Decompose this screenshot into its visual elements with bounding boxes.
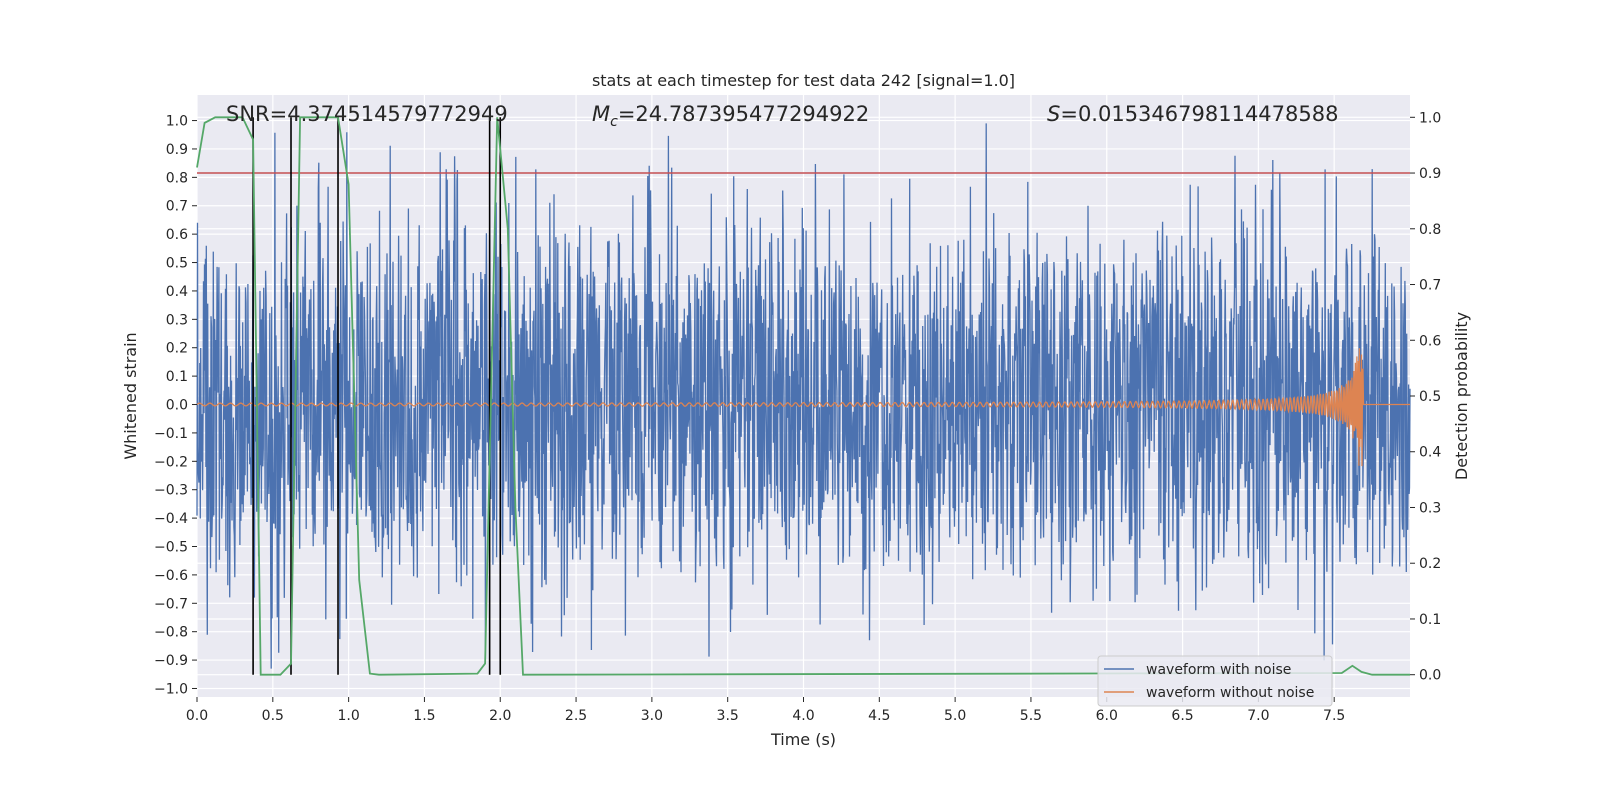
x-tick-label: 1.0 (337, 708, 359, 724)
y-right-tick-label: 1.0 (1419, 110, 1441, 126)
y-axis-left-ticks: 1.0 0.9 0.8 0.7 0.6 0.5 0.4 0.3 0.2 0.1 0.0 −0.1 −0.… (154, 114, 197, 697)
y-left-tick-label: 0.0 (166, 398, 188, 414)
y-left-tick-label: −0.8 (154, 625, 188, 641)
y-right-tick-label: 0.7 (1419, 278, 1441, 294)
y-left-tick-label: −1.0 (154, 681, 188, 697)
y-left-tick-label: 0.4 (166, 284, 188, 300)
y-left-tick-label: −0.7 (154, 596, 188, 612)
legend-box (1097, 655, 1333, 707)
x-tick-label: 2.5 (565, 708, 587, 724)
y-right-tick-label: 0.0 (1419, 668, 1441, 684)
legend-entry-noise: waveform with noise (1146, 662, 1291, 678)
x-tick-label: 5.0 (944, 708, 966, 724)
x-tick-label: 6.0 (1096, 708, 1118, 724)
y-left-tick-label: 1.0 (166, 114, 188, 130)
y-right-tick-label: 0.5 (1419, 389, 1441, 405)
x-axis-label: Time (s) (770, 730, 836, 749)
y-axis-right-label: Detection probability (1452, 312, 1471, 480)
mc-symbol: M (592, 102, 610, 126)
x-tick-label: 4.0 (792, 708, 814, 724)
y-axis-left-label: Whitened strain (121, 332, 140, 459)
y-left-tick-label: 0.3 (166, 312, 188, 328)
y-left-tick-label: −0.2 (154, 454, 188, 470)
series-waveform-without-noise (196, 348, 1410, 467)
x-tick-label: 5.5 (1020, 708, 1042, 724)
y-right-tick-label: 0.3 (1419, 500, 1441, 516)
y-left-tick-label: 0.7 (166, 199, 188, 215)
x-tick-label: 1.5 (413, 708, 435, 724)
x-axis-ticks: 0.0 0.5 1.0 1.5 2.0 2.5 3.0 3.5 4.0 4.5 5.0 5.5 6.0 6… (186, 697, 1345, 724)
s-value: =0.015346798114478588 (1060, 102, 1338, 126)
snr-annotation: SNR=4.374514579772949 (226, 102, 508, 126)
x-tick-label: 0.0 (186, 708, 208, 724)
s-annotation: S=0.015346798114478588 (1047, 102, 1338, 126)
x-tick-label: 0.5 (262, 708, 284, 724)
y-right-tick-label: 0.6 (1419, 333, 1441, 349)
y-right-tick-label: 0.4 (1419, 445, 1441, 461)
y-right-tick-label: 0.1 (1419, 612, 1441, 628)
x-tick-label: 3.5 (717, 708, 739, 724)
y-left-tick-label: 0.6 (166, 227, 188, 243)
y-left-tick-label: −0.9 (154, 653, 188, 669)
y-left-tick-label: 0.5 (166, 256, 188, 272)
legend: waveform with noise waveform without noi… (1097, 655, 1333, 707)
y-left-tick-label: −0.5 (154, 540, 188, 556)
chart-title: stats at each timestep for test data 242… (592, 71, 1015, 90)
x-tick-label: 7.5 (1323, 708, 1345, 724)
y-left-tick-label: −0.4 (154, 511, 188, 527)
trigger-markers (252, 117, 502, 675)
y-left-tick-label: 0.1 (166, 369, 188, 385)
y-left-tick-label: 0.8 (166, 170, 188, 186)
y-right-tick-label: 0.8 (1419, 222, 1441, 238)
y-left-tick-label: −0.3 (154, 483, 188, 499)
legend-entry-clean: waveform without noise (1146, 685, 1314, 701)
y-left-tick-label: 0.2 (166, 341, 188, 357)
y-right-tick-label: 0.2 (1419, 556, 1441, 572)
y-left-tick-label: −0.6 (154, 568, 188, 584)
y-axis-right-ticks: 1.0 0.9 0.8 0.7 0.6 0.5 0.4 0.3 0.2 0.1 0.0 (1410, 110, 1441, 684)
series-detection-probability (196, 116, 1410, 676)
y-right-tick-label: 0.9 (1419, 166, 1441, 182)
x-tick-label: 4.5 (868, 708, 890, 724)
mc-value: =24.787395477294922 (618, 102, 869, 126)
chirp-mass-annotation: Mc=24.787395477294922 (592, 102, 869, 130)
y-left-tick-label: −0.1 (154, 426, 188, 442)
x-tick-label: 6.5 (1171, 708, 1193, 724)
plot-area (196, 116, 1411, 676)
x-tick-label: 2.0 (489, 708, 511, 724)
mc-subscript: c (610, 114, 618, 130)
x-tick-label: 7.0 (1247, 708, 1269, 724)
s-symbol: S (1047, 102, 1060, 126)
x-tick-label: 3.0 (641, 708, 663, 724)
y-left-tick-label: 0.9 (166, 142, 188, 158)
series-waveform-with-noise (196, 123, 1411, 669)
